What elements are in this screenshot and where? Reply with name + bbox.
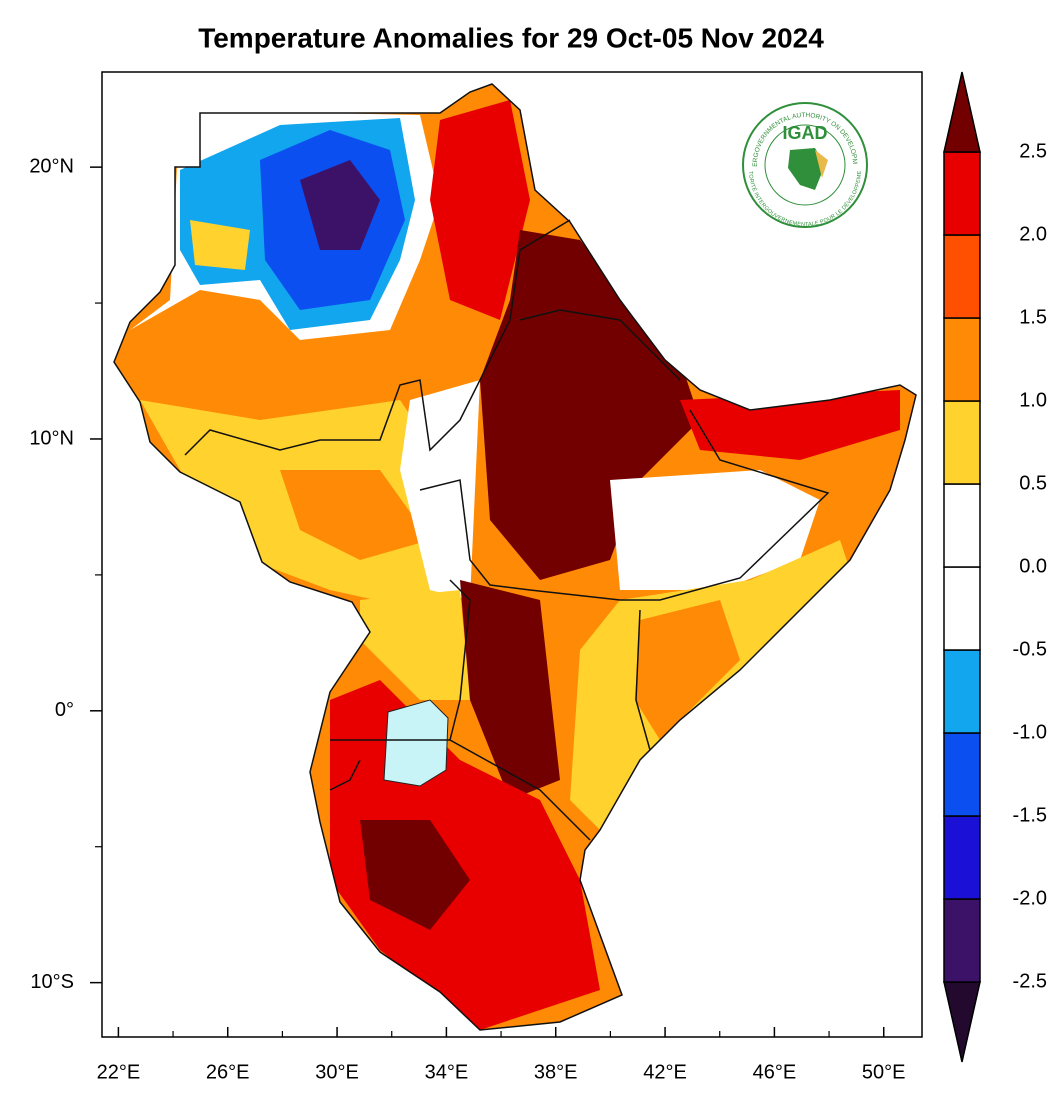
colorbar-label: 2.5 bbox=[1019, 140, 1047, 162]
title: Temperature Anomalies for 29 Oct-05 Nov … bbox=[198, 22, 824, 53]
y-tick-label: 10°S bbox=[30, 971, 74, 993]
coastline bbox=[113, 83, 917, 1031]
field-darkred bbox=[360, 820, 470, 930]
field-yellow bbox=[190, 220, 250, 270]
tanzania-border bbox=[329, 739, 450, 791]
y-tick-label: 10°N bbox=[29, 427, 74, 449]
x-tick-label: 26°E bbox=[206, 1061, 250, 1083]
colorbar-band bbox=[943, 483, 981, 568]
kenya-uganda-border bbox=[449, 579, 591, 841]
x-tick-label: 42°E bbox=[643, 1061, 687, 1083]
x-tick-label: 30°E bbox=[315, 1061, 359, 1083]
colorbar-high-triangle bbox=[943, 71, 981, 153]
x-tick-label: 50°E bbox=[862, 1061, 906, 1083]
field-red bbox=[680, 390, 900, 460]
logo-horn bbox=[815, 150, 828, 178]
field-red bbox=[430, 100, 530, 320]
colorbar-band bbox=[943, 400, 981, 485]
colorbar-label: -1.5 bbox=[1013, 804, 1047, 826]
field-purple bbox=[300, 160, 380, 250]
sudan-border bbox=[184, 219, 571, 456]
colorbar-band bbox=[943, 732, 981, 817]
x-tick-label: 22°E bbox=[97, 1061, 141, 1083]
colorbar-band bbox=[943, 649, 981, 734]
field-white bbox=[610, 470, 820, 590]
ethiopia-border bbox=[419, 409, 830, 601]
colorbar-band bbox=[943, 815, 981, 900]
colorbar-label: -0.5 bbox=[1013, 638, 1047, 660]
field-darkred bbox=[480, 230, 700, 580]
x-tick-label: 46°E bbox=[753, 1061, 797, 1083]
x-tick-label: 38°E bbox=[534, 1061, 578, 1083]
colorbar-band bbox=[943, 234, 981, 319]
field-orange bbox=[280, 470, 430, 560]
logo-name: IGAD bbox=[783, 123, 828, 143]
colorbar-label: 1.0 bbox=[1019, 389, 1047, 411]
colorbar-band bbox=[943, 566, 981, 651]
colorbar-label: 0.0 bbox=[1019, 555, 1047, 577]
lake-victoria bbox=[383, 699, 449, 787]
kenya-somalia-border bbox=[635, 609, 651, 751]
field-darkred bbox=[460, 580, 560, 800]
colorbar-label: 2.0 bbox=[1019, 223, 1047, 245]
field-orange bbox=[635, 600, 740, 740]
logo-africa bbox=[788, 148, 825, 190]
y-tick-label: 0° bbox=[55, 699, 74, 721]
eritrea-border bbox=[519, 309, 681, 381]
colorbar-label: -2.0 bbox=[1013, 887, 1047, 909]
colorbar-low-triangle bbox=[943, 981, 981, 1063]
colorbar-label: 0.5 bbox=[1019, 472, 1047, 494]
y-tick-label: 20°N bbox=[29, 155, 74, 177]
borders bbox=[113, 83, 917, 1031]
colorbar-label: -2.5 bbox=[1013, 970, 1047, 992]
colorbar-band bbox=[943, 317, 981, 402]
field-white bbox=[400, 380, 480, 600]
colorbar-label: -1.0 bbox=[1013, 721, 1047, 743]
colorbar-band bbox=[943, 898, 981, 983]
colorbar-band bbox=[943, 151, 981, 236]
x-tick-label: 34°E bbox=[425, 1061, 469, 1083]
colorbar-label: 1.5 bbox=[1019, 306, 1047, 328]
field-yellow bbox=[360, 590, 470, 700]
